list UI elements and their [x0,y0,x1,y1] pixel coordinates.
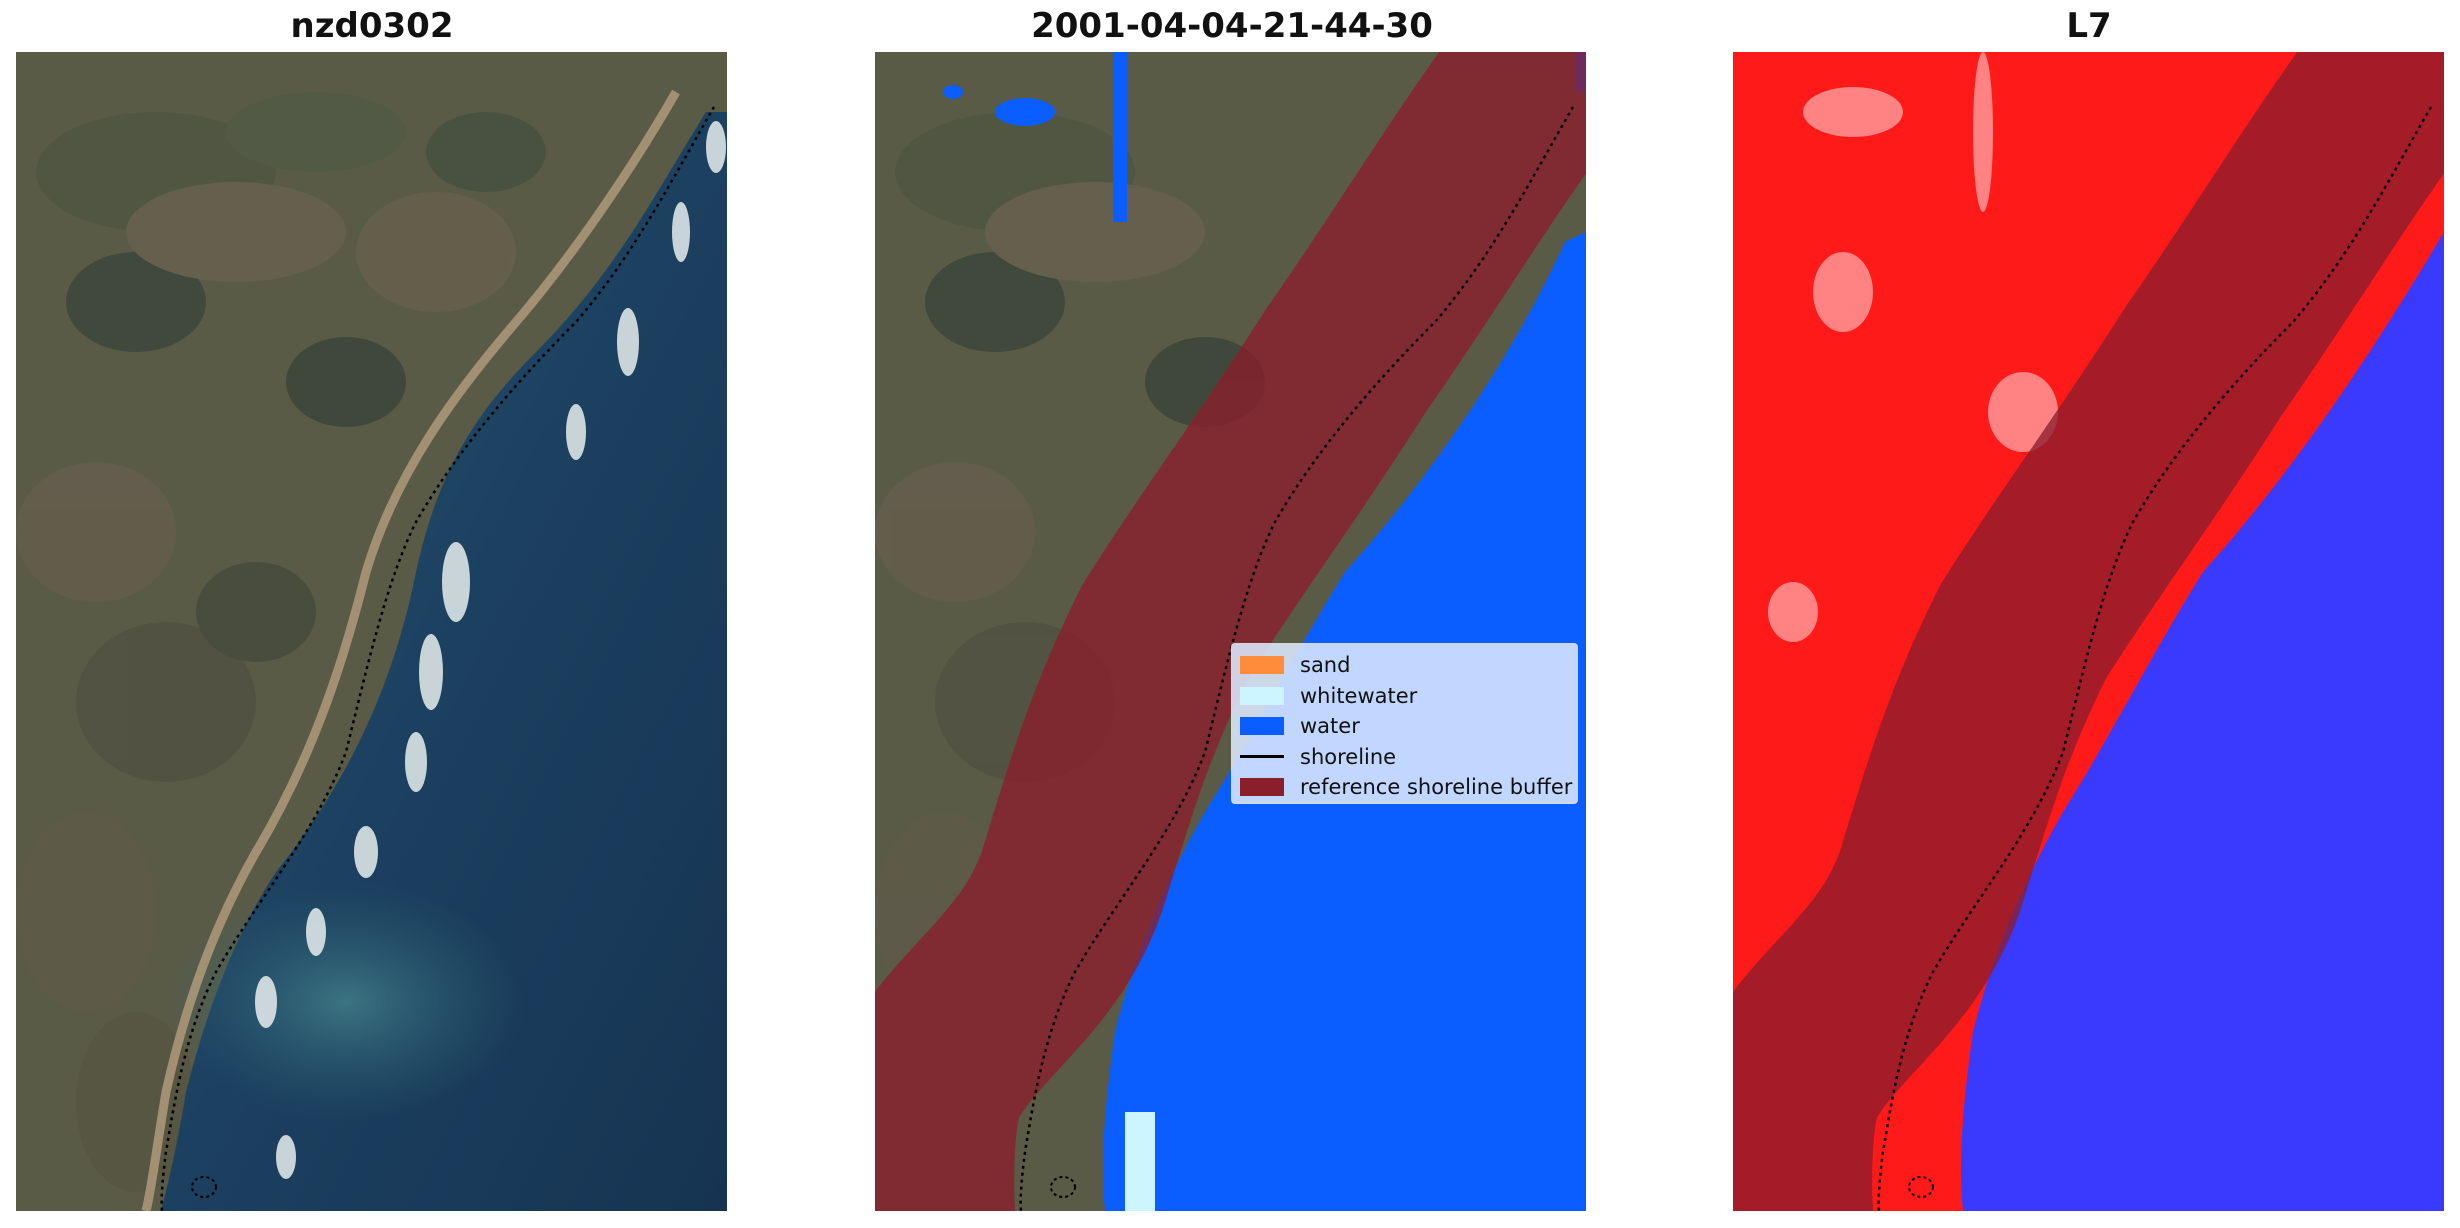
legend: sand whitewater water shoreline referenc… [1231,643,1578,804]
legend-item-shoreline: shoreline [1232,742,1577,773]
legend-item-whitewater: whitewater [1232,681,1577,712]
sand-swatch-icon [1240,656,1284,675]
classification-panel [875,52,1586,1211]
legend-item-sand: sand [1232,650,1577,681]
legend-item-buffer: reference shoreline buffer [1232,772,1577,803]
shoreline-line-icon [1240,755,1284,759]
legend-label: reference shoreline buffer [1300,775,1573,800]
water-swatch-icon [1240,717,1284,736]
buffer-swatch-icon [1240,778,1284,797]
classification-map [875,52,1586,1211]
rgb-image [16,52,727,1211]
whitewater-swatch-icon [1240,686,1284,705]
panel-title-classification: 2001-04-04-21-44-30 [1031,6,1433,46]
legend-item-water: water [1232,711,1577,742]
rgb-image-panel [16,52,727,1211]
panel-title-rgb: nzd0302 [290,6,454,46]
index-panel [1733,52,2444,1211]
index-map [1733,52,2444,1211]
legend-label: shoreline [1300,744,1397,769]
panel-title-index: L7 [2066,6,2112,46]
legend-label: water [1300,714,1360,739]
legend-label: whitewater [1300,683,1418,708]
legend-label: sand [1300,653,1351,678]
